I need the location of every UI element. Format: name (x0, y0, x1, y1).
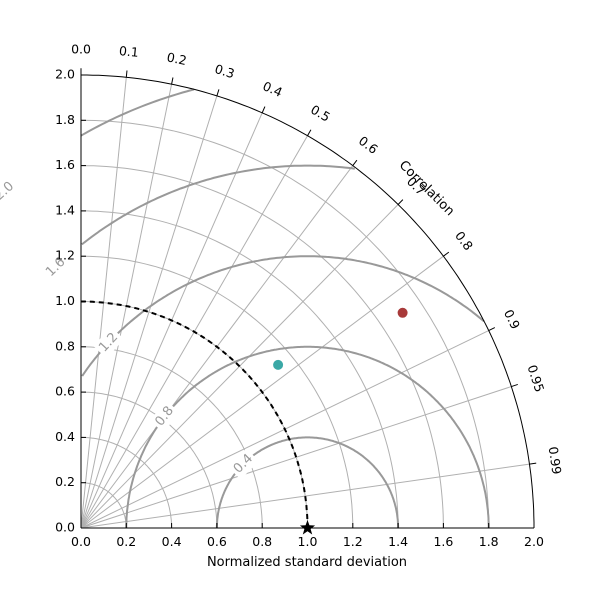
correlation-grid-ray (80, 463, 530, 529)
correlation-grid-rays (80, 77, 530, 529)
rmsd-label-background (40, 251, 72, 283)
outer-arc (81, 74, 535, 528)
std-grid-arc (81, 301, 308, 528)
y-tick-label: 0.8 (55, 338, 75, 353)
x-tick-label: 1.0 (298, 534, 318, 549)
correlation-tick (307, 129, 312, 136)
y-tick-label: 0.0 (55, 520, 75, 535)
rmsd-label-background (149, 400, 180, 433)
rmsd-contour (81, 255, 485, 377)
x-tick-label: 0.0 (71, 534, 91, 549)
std-grid-arcs (80, 119, 490, 529)
y-tick-label: 0.4 (55, 429, 75, 444)
correlation-tick (125, 70, 128, 78)
correlation-tick (397, 199, 404, 205)
correlation-tick (352, 159, 358, 166)
x-tick-label: 0.2 (116, 534, 136, 549)
correlation-tick (171, 77, 174, 85)
x-tick-label: 1.8 (479, 534, 499, 549)
rmsd-label-background (0, 175, 21, 207)
correlation-tick-label: 0.8 (452, 228, 476, 253)
correlation-grid-ray (80, 386, 512, 529)
correlation-tick (529, 462, 537, 465)
rmsd-contour (80, 88, 195, 137)
std-grid-arc (80, 119, 490, 529)
rmsd-contour (81, 164, 355, 246)
correlation-tick-label: 0.1 (118, 43, 139, 60)
rmsd-contours: 0.4 0.8 1.2 1.6 2.0 (0, 88, 490, 528)
y-tick-label: 1.4 (55, 202, 75, 217)
correlation-tick (261, 106, 266, 114)
plot-frame (80, 74, 535, 529)
x-tick-label: 0.4 (162, 534, 182, 549)
x-axis-title: Normalized standard deviation (207, 555, 407, 570)
y-tick-label: 2.0 (55, 67, 75, 82)
y-tick-label: 0.2 (55, 474, 75, 489)
correlation-grid-ray (80, 95, 218, 529)
std-grid-arc (81, 436, 173, 528)
x-tick-label: 1.2 (343, 534, 363, 549)
y-tick-label: 1.2 (55, 248, 75, 263)
correlation-tick (443, 251, 450, 257)
std-grid-arc (81, 391, 218, 528)
rmsd-contour (125, 345, 490, 528)
reference-star-marker (299, 520, 316, 535)
axis-ticks: 0.0 0.1 0.20.30.40.50.60.70.80.90.950.990.… (55, 42, 564, 549)
y-tick-label: 0.6 (55, 384, 75, 399)
std-grid-arc (81, 346, 263, 528)
x-tick-label: 1.6 (433, 534, 453, 549)
std-grid-arc (81, 210, 399, 528)
correlation-tick-label: 0.6 (356, 133, 381, 157)
rmsd-contour (215, 436, 400, 528)
rmsd-label-background (227, 448, 260, 480)
x-tick-label: 1.4 (388, 534, 408, 549)
correlation-tick-label: 0.9 (501, 307, 523, 331)
correlation-tick (216, 89, 220, 97)
correlation-tick-label: 0.99 (546, 446, 565, 476)
correlation-tick-label: 0.2 (166, 49, 188, 68)
correlation-tick-label: 0.5 (308, 102, 333, 125)
x-tick-label: 2.0 (524, 534, 544, 549)
y-tick-label: 1.8 (55, 112, 75, 127)
correlation-tick (488, 327, 496, 331)
correlation-tick-label: 0.3 (213, 61, 236, 81)
data-points (273, 307, 408, 535)
x-tick-label: 0.8 (252, 534, 272, 549)
correlation-tick-label: 0.0 (71, 42, 91, 57)
std-grid-arc (80, 165, 444, 529)
data-point (273, 359, 284, 370)
data-point (397, 307, 408, 318)
rmsd-label-background (93, 326, 125, 359)
correlation-tick (511, 383, 518, 388)
y-tick-label: 1.6 (55, 157, 75, 172)
correlation-tick-label: 0.95 (524, 363, 547, 394)
std-grid-arc (81, 255, 354, 528)
rmsd-contour-label: 2.0 (0, 179, 17, 204)
x-tick-label: 0.6 (207, 534, 227, 549)
y-tick-label: 1.0 (55, 293, 75, 308)
correlation-tick-label: 0.4 (260, 78, 284, 100)
correlation-axis-title: Correlation (396, 158, 457, 219)
